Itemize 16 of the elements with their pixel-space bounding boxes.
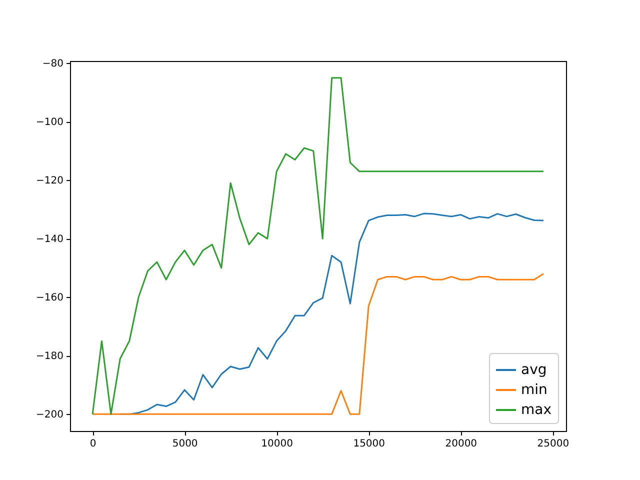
y-tick-label: −100 [36,117,64,128]
x-tick-label: 10000 [261,438,293,450]
y-tick-label: −140 [36,234,64,246]
legend-label: avg [521,362,547,378]
y-tick-label: −160 [36,292,64,304]
y-tick-label: −180 [36,351,64,362]
legend-label: min [521,382,548,398]
x-tick-label: 15000 [353,438,386,450]
y-tick-label: −200 [36,410,64,421]
legend-label: max [521,402,552,418]
x-tick-label: 20000 [445,438,478,450]
x-tick-label: 5000 [172,438,198,450]
x-tick-label: 0 [90,438,96,450]
y-tick-label: −120 [36,176,64,187]
y-tick-label: −80 [42,58,64,70]
x-tick-label: 25000 [537,438,570,450]
